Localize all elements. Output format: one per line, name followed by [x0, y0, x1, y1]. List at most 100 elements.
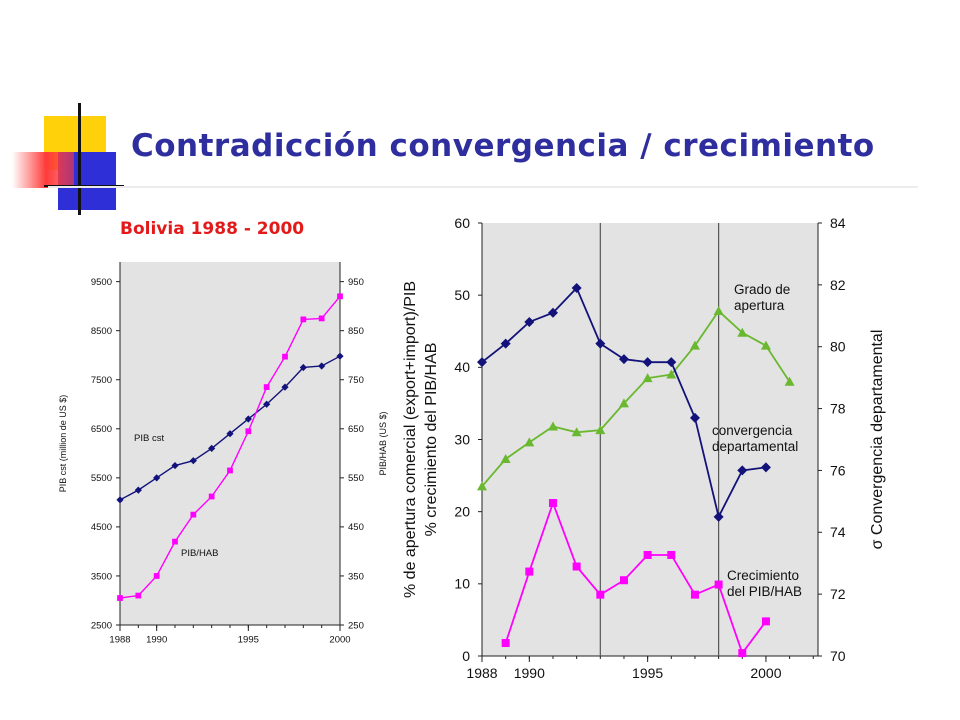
data-point	[667, 550, 676, 559]
data-point	[713, 306, 724, 316]
data-point	[524, 437, 535, 447]
series-label: departamental	[712, 439, 798, 454]
data-point	[153, 573, 160, 579]
data-point	[595, 425, 606, 435]
data-point	[642, 373, 653, 383]
data-point	[714, 580, 723, 589]
data-point	[548, 499, 557, 508]
y-tick-label: 0	[462, 648, 470, 664]
slide-subtitle: Bolivia 1988 - 2000	[120, 219, 305, 239]
y2-tick-label: 70	[830, 648, 846, 664]
data-point	[244, 415, 252, 423]
y-tick-label: 30	[454, 431, 470, 447]
plot-area	[120, 262, 340, 625]
y-tick-label: 20	[454, 504, 470, 520]
data-point	[263, 384, 270, 390]
x-tick-label: 1990	[146, 635, 167, 646]
data-point	[642, 357, 653, 368]
y2-tick-label: 250	[348, 620, 364, 631]
y2-tick-label: 950	[348, 277, 364, 288]
series-label: Crecimiento	[727, 568, 799, 583]
data-point	[208, 493, 215, 500]
decorative-squares	[12, 103, 124, 215]
data-point	[135, 592, 142, 599]
x-tick-label: 1988	[466, 665, 497, 681]
x-tick-label: 1988	[109, 635, 130, 646]
y2-tick-label: 74	[830, 524, 846, 540]
y-tick-label: 9500	[91, 277, 112, 288]
data-point	[596, 590, 605, 599]
series-line	[504, 500, 767, 656]
data-point	[737, 327, 748, 337]
data-point	[117, 595, 123, 601]
data-point	[336, 352, 344, 360]
y-tick-label: 3500	[91, 571, 112, 582]
data-point	[571, 427, 582, 437]
y-axis-label: PIB cst (million de US $)	[58, 395, 68, 493]
y-tick-label: 50	[454, 287, 470, 303]
data-point	[619, 576, 628, 585]
y-tick-label: 5500	[91, 473, 112, 484]
y2-tick-label: 650	[348, 424, 364, 435]
series-label: PIB/HAB	[181, 548, 219, 559]
y2-tick-label: 72	[830, 586, 846, 602]
data-point	[738, 649, 747, 658]
x-tick-label: 2000	[750, 665, 781, 681]
y2-tick-label: 350	[348, 571, 364, 582]
data-point	[618, 354, 629, 365]
y-tick-label: 40	[454, 359, 470, 375]
x-tick-label: 1990	[514, 665, 545, 681]
chart-apertura-convergencia: 0 10 20 30 40 50 60 70 72 74 76 78 80 82 84 1988 1990 199…	[402, 215, 886, 681]
data-point	[477, 481, 487, 491]
data-point	[689, 412, 700, 423]
data-point	[713, 511, 724, 522]
data-point	[281, 383, 289, 391]
data-point	[500, 338, 511, 349]
data-point	[282, 353, 288, 360]
x-tick-label: 1995	[238, 635, 259, 646]
chart-pib-growth: 2500 3500 4500 5500 6500 7500 8500 9500 250 350 45…	[58, 262, 388, 646]
y2-tick-label: 84	[830, 215, 846, 231]
y2-tick-label: 78	[830, 400, 846, 416]
data-point	[190, 511, 197, 518]
data-point	[300, 316, 307, 323]
data-point	[116, 496, 124, 504]
data-point	[666, 357, 677, 368]
y2-tick-label: 750	[348, 375, 364, 386]
data-point	[525, 567, 534, 576]
data-point	[572, 562, 581, 571]
data-point	[761, 617, 770, 626]
y2-tick-label: 450	[348, 522, 364, 533]
y2-tick-label: 82	[830, 277, 846, 293]
x-tick-label: 2000	[329, 635, 350, 646]
data-point	[477, 357, 487, 368]
y2-tick-label: 80	[830, 339, 846, 355]
data-point	[172, 538, 178, 545]
series-label: PIB cst	[134, 433, 164, 444]
data-point	[208, 444, 216, 453]
data-point	[643, 550, 652, 559]
data-point	[547, 307, 558, 318]
y2-tick-label: 76	[830, 462, 846, 478]
data-point	[501, 639, 510, 648]
data-point	[337, 293, 343, 300]
series-label: convergencia	[712, 423, 793, 438]
y-axis-label: % de apertura comercial (export+import)/…	[402, 281, 419, 598]
series-label: apertura	[734, 298, 785, 313]
series-line	[481, 309, 791, 487]
plot-area	[482, 223, 818, 656]
data-point	[153, 474, 161, 482]
data-point	[524, 316, 535, 327]
red-square	[12, 152, 74, 188]
data-point	[571, 282, 582, 293]
y2-axis-label: σ Convergencia departamental	[869, 330, 886, 550]
series-label: Grado de	[734, 282, 790, 297]
data-point	[318, 315, 325, 322]
y-tick-label: 2500	[91, 620, 112, 631]
page-title: Contradicción convergencia / crecimiento	[131, 128, 875, 164]
data-point	[784, 376, 795, 386]
data-point	[547, 421, 558, 431]
title-divider	[48, 186, 918, 188]
data-point	[618, 398, 629, 408]
data-point	[760, 340, 771, 350]
